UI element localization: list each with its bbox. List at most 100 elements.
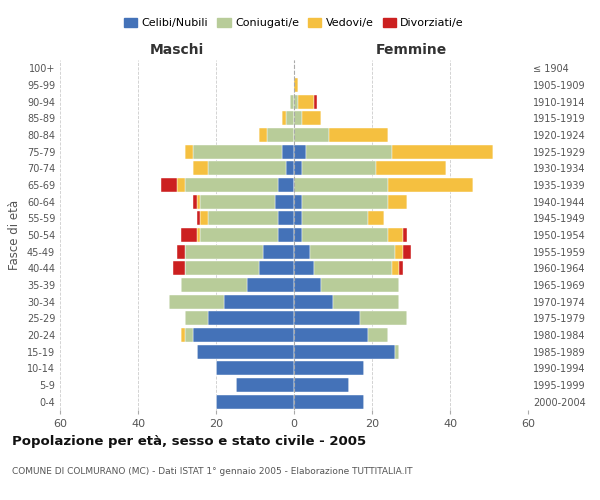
Bar xyxy=(161,178,177,192)
Bar xyxy=(294,311,360,326)
Text: COMUNE DI COLMURANO (MC) - Dati ISTAT 1° gennaio 2005 - Elaborazione TUTTITALIA.: COMUNE DI COLMURANO (MC) - Dati ISTAT 1°… xyxy=(12,468,413,476)
Bar xyxy=(403,244,411,259)
Bar xyxy=(302,228,388,242)
Bar xyxy=(333,294,400,308)
Bar xyxy=(208,311,294,326)
Bar xyxy=(193,328,294,342)
Bar xyxy=(388,178,473,192)
Bar xyxy=(395,344,400,359)
Bar xyxy=(306,144,392,159)
Bar xyxy=(302,162,376,175)
Text: Maschi: Maschi xyxy=(150,42,204,56)
Bar xyxy=(286,112,294,126)
Bar xyxy=(294,94,298,109)
Bar xyxy=(278,178,294,192)
Bar xyxy=(263,244,294,259)
Bar xyxy=(392,261,400,276)
Bar xyxy=(259,128,266,142)
Bar xyxy=(247,278,294,292)
Bar xyxy=(224,294,294,308)
Bar xyxy=(294,78,298,92)
Bar xyxy=(395,244,403,259)
Bar xyxy=(200,228,278,242)
Bar xyxy=(208,211,278,226)
Bar xyxy=(294,244,310,259)
Bar xyxy=(197,344,294,359)
Bar xyxy=(216,361,294,376)
Bar xyxy=(400,261,403,276)
Bar xyxy=(302,112,322,126)
Text: Popolazione per età, sesso e stato civile - 2005: Popolazione per età, sesso e stato civil… xyxy=(12,435,366,448)
Bar xyxy=(169,294,224,308)
Bar xyxy=(302,194,388,209)
Bar xyxy=(283,112,286,126)
Bar xyxy=(360,311,407,326)
Bar xyxy=(185,144,193,159)
Bar xyxy=(266,128,294,142)
Bar xyxy=(294,144,306,159)
Bar xyxy=(275,194,294,209)
Bar xyxy=(185,261,259,276)
Bar xyxy=(294,128,329,142)
Bar xyxy=(294,344,395,359)
Bar xyxy=(294,278,322,292)
Bar xyxy=(235,378,294,392)
Bar xyxy=(193,194,197,209)
Bar xyxy=(294,211,302,226)
Bar xyxy=(200,211,208,226)
Bar xyxy=(403,228,407,242)
Bar xyxy=(197,211,200,226)
Bar xyxy=(283,144,294,159)
Bar xyxy=(392,144,493,159)
Bar xyxy=(368,328,388,342)
Bar xyxy=(329,128,388,142)
Bar xyxy=(298,94,314,109)
Bar xyxy=(193,144,283,159)
Bar xyxy=(294,294,333,308)
Bar xyxy=(376,162,446,175)
Bar xyxy=(216,394,294,409)
Bar xyxy=(200,194,275,209)
Bar xyxy=(314,261,392,276)
Bar xyxy=(388,194,407,209)
Bar xyxy=(181,278,247,292)
Bar xyxy=(177,178,185,192)
Bar xyxy=(197,194,200,209)
Bar xyxy=(185,328,193,342)
Bar xyxy=(294,228,302,242)
Y-axis label: Fasce di età: Fasce di età xyxy=(8,200,21,270)
Bar xyxy=(290,94,294,109)
Bar xyxy=(259,261,294,276)
Bar xyxy=(322,278,400,292)
Bar xyxy=(177,244,185,259)
Bar xyxy=(294,162,302,175)
Bar xyxy=(278,228,294,242)
Bar xyxy=(388,228,403,242)
Bar xyxy=(193,162,208,175)
Text: Femmine: Femmine xyxy=(376,42,446,56)
Legend: Celibi/Nubili, Coniugati/e, Vedovi/e, Divorziati/e: Celibi/Nubili, Coniugati/e, Vedovi/e, Di… xyxy=(119,13,469,32)
Bar xyxy=(185,178,278,192)
Bar xyxy=(208,162,286,175)
Bar xyxy=(294,178,388,192)
Bar xyxy=(368,211,384,226)
Bar xyxy=(185,311,208,326)
Y-axis label: Anni di nascita: Anni di nascita xyxy=(597,192,600,278)
Bar xyxy=(310,244,395,259)
Bar xyxy=(294,394,364,409)
Bar xyxy=(286,162,294,175)
Bar xyxy=(294,112,302,126)
Bar xyxy=(302,211,368,226)
Bar xyxy=(197,228,200,242)
Bar xyxy=(294,261,314,276)
Bar xyxy=(181,228,197,242)
Bar xyxy=(294,378,349,392)
Bar xyxy=(278,211,294,226)
Bar xyxy=(181,328,185,342)
Bar xyxy=(173,261,185,276)
Bar xyxy=(294,328,368,342)
Bar xyxy=(185,244,263,259)
Bar xyxy=(294,361,364,376)
Bar xyxy=(314,94,317,109)
Bar xyxy=(294,194,302,209)
